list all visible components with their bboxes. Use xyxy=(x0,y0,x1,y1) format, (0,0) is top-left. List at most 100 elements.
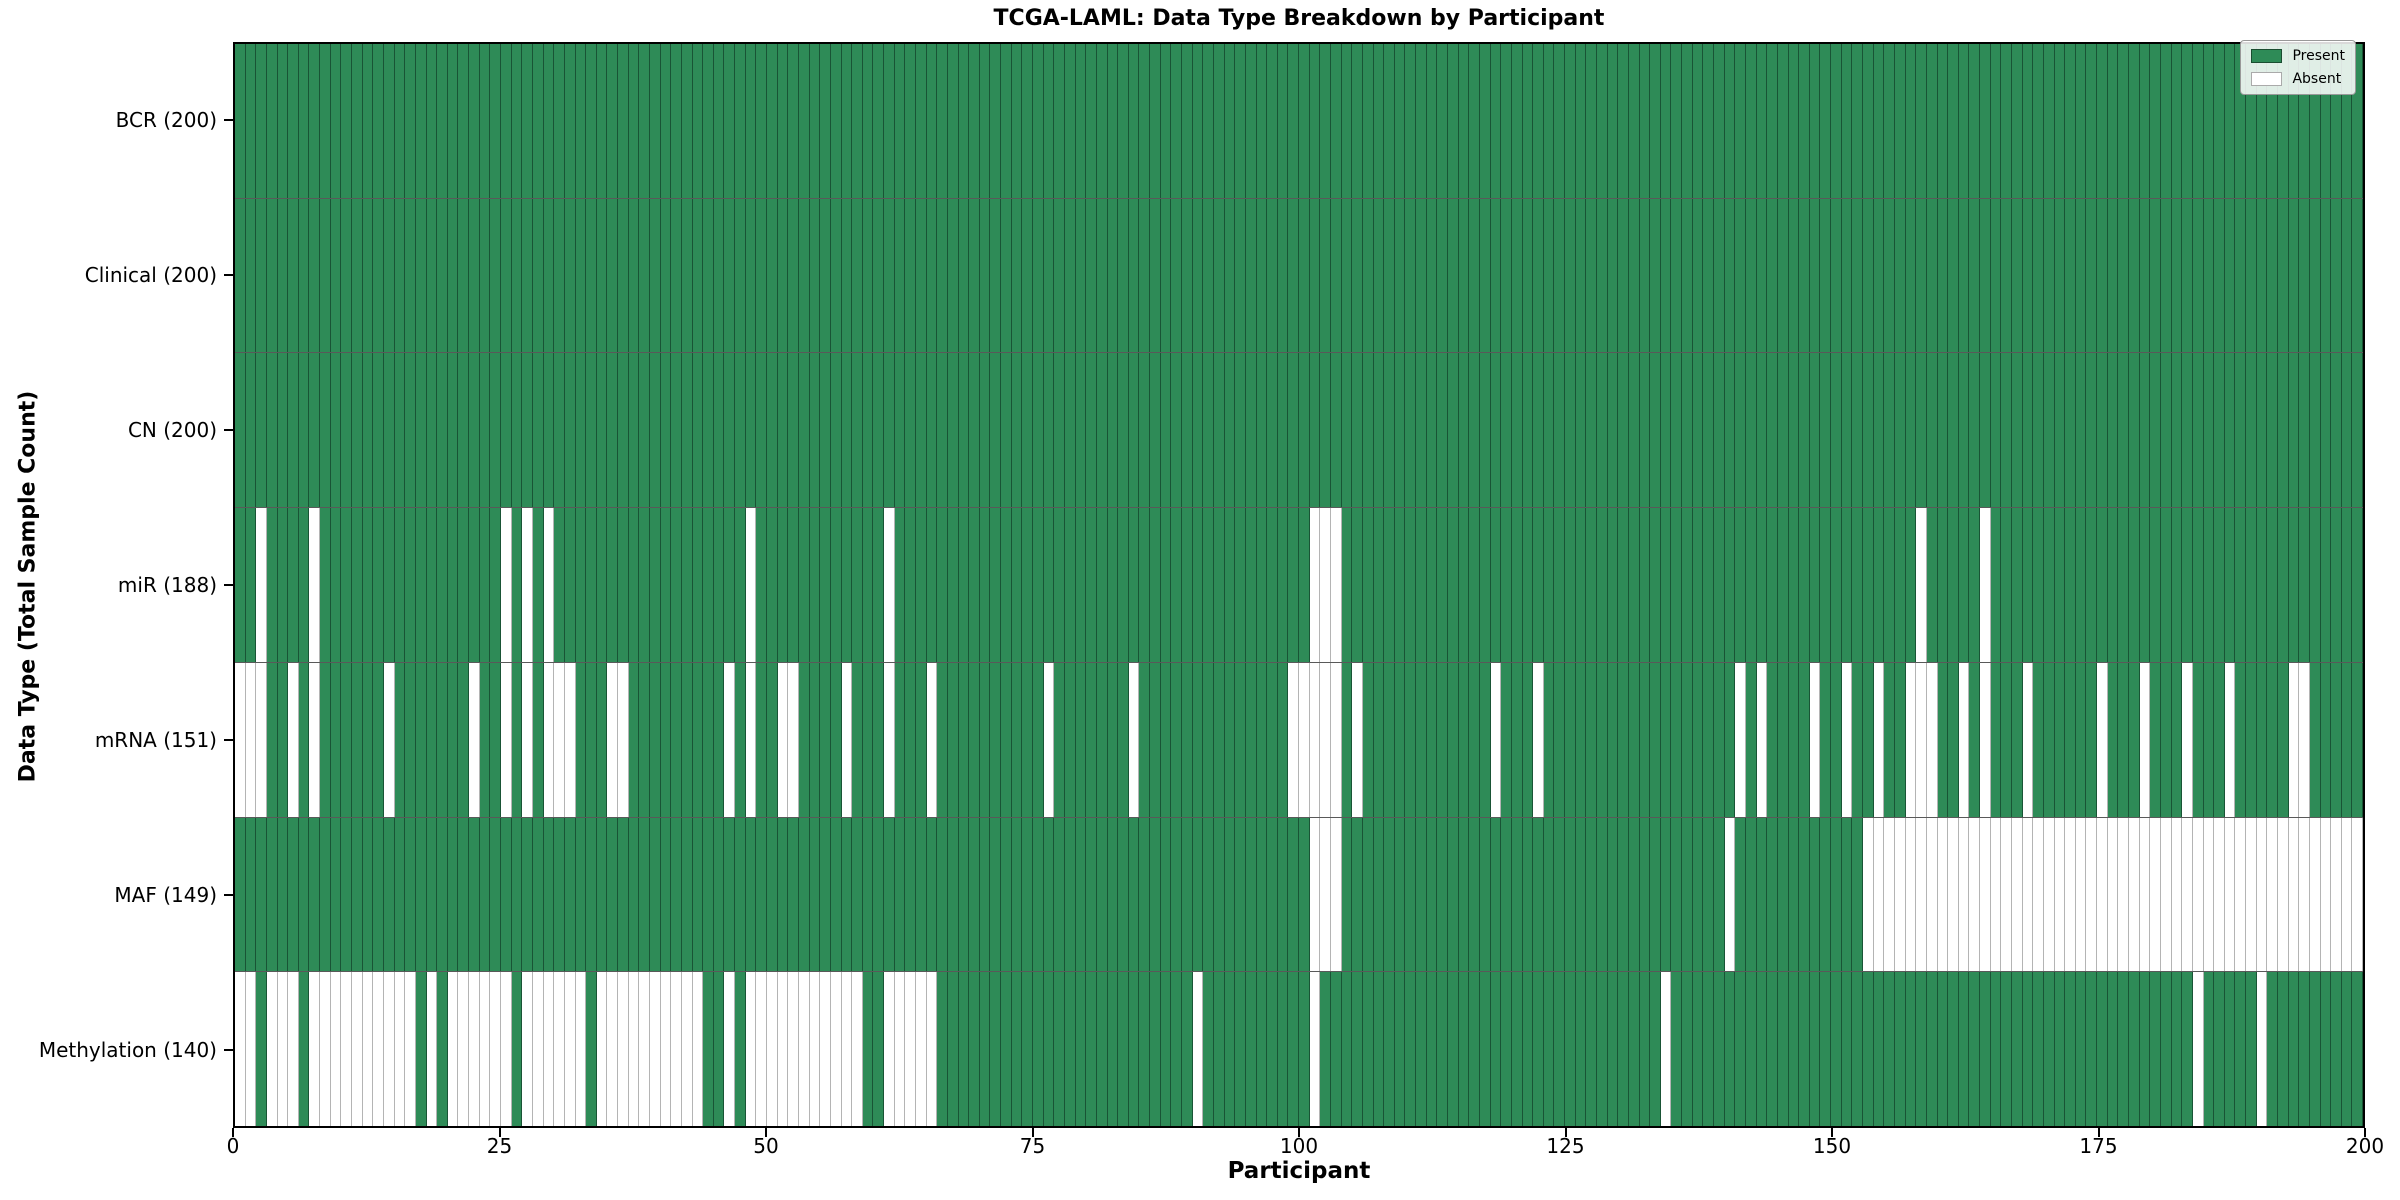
matrix-cell xyxy=(926,662,938,817)
matrix-cell xyxy=(1607,198,1619,353)
matrix-cell xyxy=(383,198,395,353)
matrix-cell xyxy=(1362,44,1374,198)
matrix-cell xyxy=(2065,198,2076,353)
matrix-cell xyxy=(1086,198,1097,353)
matrix-cell xyxy=(1107,817,1119,972)
matrix-cell xyxy=(735,972,746,1127)
matrix-cell xyxy=(447,817,459,972)
matrix-cell xyxy=(1714,662,1725,817)
matrix-cell xyxy=(990,972,1002,1127)
matrix-cell xyxy=(1448,817,1459,972)
matrix-cell xyxy=(1096,198,1108,353)
matrix-cell xyxy=(1405,817,1417,972)
matrix-cell xyxy=(1277,353,1289,508)
matrix-cell xyxy=(2352,508,2364,662)
matrix-cell xyxy=(1852,44,1864,198)
matrix-cell xyxy=(1777,508,1789,662)
matrix-cell xyxy=(1852,817,1864,972)
matrix-cell xyxy=(1192,44,1204,198)
matrix-cell xyxy=(2203,44,2215,198)
matrix-cell xyxy=(2129,353,2140,508)
matrix-cell xyxy=(2118,972,2130,1127)
matrix-cell xyxy=(1416,508,1427,662)
matrix-cell xyxy=(1884,198,1895,353)
matrix-cell xyxy=(2097,817,2108,972)
matrix-cell xyxy=(1171,198,1183,353)
matrix-cell xyxy=(564,508,576,662)
matrix-cell xyxy=(266,44,278,198)
matrix-cell xyxy=(767,44,778,198)
matrix-cell xyxy=(671,508,682,662)
matrix-cell xyxy=(2246,662,2257,817)
matrix-cell xyxy=(2278,662,2289,817)
matrix-cell xyxy=(501,198,512,353)
matrix-cell xyxy=(1565,508,1576,662)
matrix-cell xyxy=(1639,198,1651,353)
x-axis-label: Participant xyxy=(1227,1158,1371,1184)
matrix-cell xyxy=(1660,198,1672,353)
matrix-cell xyxy=(1735,44,1746,198)
matrix-cell xyxy=(916,44,927,198)
matrix-cell xyxy=(628,353,640,508)
matrix-cell xyxy=(245,662,257,817)
matrix-cell xyxy=(447,662,459,817)
matrix-cell xyxy=(1064,662,1076,817)
matrix-cell xyxy=(1245,353,1257,508)
matrix-cell xyxy=(352,972,363,1127)
matrix-cell xyxy=(2139,817,2151,972)
matrix-cell xyxy=(1299,972,1310,1127)
matrix-cell xyxy=(1724,972,1736,1127)
matrix-cell xyxy=(2171,972,2183,1127)
matrix-cell xyxy=(501,44,512,198)
matrix-cell xyxy=(1873,353,1885,508)
matrix-cell xyxy=(1192,972,1204,1127)
matrix-cell xyxy=(937,972,948,1127)
matrix-cell xyxy=(1479,198,1491,353)
matrix-cell xyxy=(394,972,406,1127)
matrix-cell xyxy=(1809,508,1821,662)
matrix-cell xyxy=(1054,198,1065,353)
matrix-cell xyxy=(1235,198,1246,353)
matrix-cell xyxy=(1235,662,1246,817)
matrix-cell xyxy=(1245,198,1257,353)
matrix-cell xyxy=(1777,44,1789,198)
matrix-cell xyxy=(341,662,353,817)
matrix-cell xyxy=(2171,353,2183,508)
matrix-cell xyxy=(1660,508,1672,662)
matrix-cell xyxy=(1565,353,1576,508)
matrix-cell xyxy=(1256,353,1268,508)
matrix-cell xyxy=(362,508,374,662)
matrix-cell xyxy=(2097,198,2108,353)
matrix-cell xyxy=(1554,353,1566,508)
matrix-cell xyxy=(1033,198,1044,353)
matrix-cell xyxy=(437,817,448,972)
matrix-cell xyxy=(1022,662,1034,817)
y-tick-mark xyxy=(224,584,233,586)
matrix-cell xyxy=(703,44,714,198)
matrix-cell xyxy=(713,353,725,508)
matrix-cell xyxy=(522,508,533,662)
matrix-cell xyxy=(2182,972,2193,1127)
matrix-cell xyxy=(1128,817,1140,972)
matrix-cell xyxy=(320,972,331,1127)
matrix-cell xyxy=(330,972,342,1127)
matrix-cell xyxy=(1788,972,1800,1127)
matrix-cell xyxy=(1075,198,1087,353)
matrix-cell xyxy=(490,972,502,1127)
matrix-cell xyxy=(1224,353,1236,508)
matrix-cell xyxy=(1511,817,1523,972)
matrix-cell xyxy=(341,972,353,1127)
matrix-cell xyxy=(926,353,938,508)
matrix-cell xyxy=(2107,508,2119,662)
matrix-cell xyxy=(1586,662,1597,817)
matrix-cell xyxy=(298,353,310,508)
matrix-cell xyxy=(256,353,267,508)
matrix-cell xyxy=(288,972,299,1127)
matrix-cell xyxy=(1745,508,1757,662)
matrix-cell xyxy=(1256,44,1268,198)
matrix-cell xyxy=(1373,44,1385,198)
matrix-cell xyxy=(1745,353,1757,508)
matrix-cell xyxy=(1309,972,1321,1127)
matrix-cell xyxy=(649,972,661,1127)
matrix-cell xyxy=(1064,817,1076,972)
